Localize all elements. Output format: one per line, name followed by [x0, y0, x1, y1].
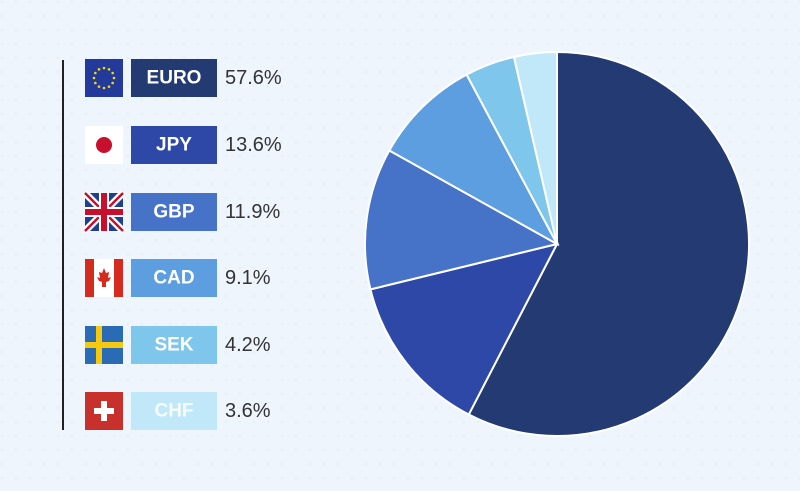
legend-swatch: [131, 326, 217, 364]
legend-swatch: [131, 59, 217, 97]
value-label: 3.6%: [225, 400, 271, 422]
pie-slice: [512, 50, 558, 245]
flag-canada: [85, 259, 123, 297]
flag-japan: [85, 126, 123, 164]
legend-swatch: [131, 193, 217, 231]
legend-label: JPY: [156, 135, 192, 156]
eu-star: [94, 71, 97, 75]
legend-swatch: [131, 126, 217, 164]
legend-label: EURO: [147, 68, 202, 89]
legend-label: GBP: [153, 202, 195, 223]
eu-star: [107, 85, 111, 88]
legend-swatch: [131, 392, 217, 430]
flag-uk: [82, 190, 126, 234]
legend-swatch: [131, 259, 217, 297]
eu-star: [102, 66, 106, 70]
eu-star: [107, 68, 111, 71]
eu-star: [102, 86, 106, 90]
eu-star: [94, 81, 97, 85]
legend-label: CAD: [153, 268, 194, 289]
value-label: 9.1%: [225, 267, 271, 289]
flag-eu: [85, 59, 123, 97]
eu-star: [97, 68, 101, 71]
pie-slice: [387, 73, 560, 247]
flag-switzerland: [85, 392, 123, 430]
legend-label: SEK: [154, 335, 193, 356]
value-label: 4.2%: [225, 334, 271, 356]
eu-star: [97, 85, 101, 88]
eu-star: [111, 71, 114, 75]
value-label: 13.6%: [225, 134, 282, 156]
legend-label: CHF: [154, 401, 193, 422]
pie-slice: [364, 149, 560, 291]
eu-star: [112, 76, 116, 80]
value-label: 11.9%: [225, 201, 280, 223]
pie-slice: [467, 50, 750, 437]
value-label: 57.6%: [225, 67, 282, 89]
flag-sweden: [85, 326, 123, 364]
eu-star: [111, 81, 114, 85]
pie-slice: [369, 242, 559, 416]
eu-star: [92, 76, 96, 80]
